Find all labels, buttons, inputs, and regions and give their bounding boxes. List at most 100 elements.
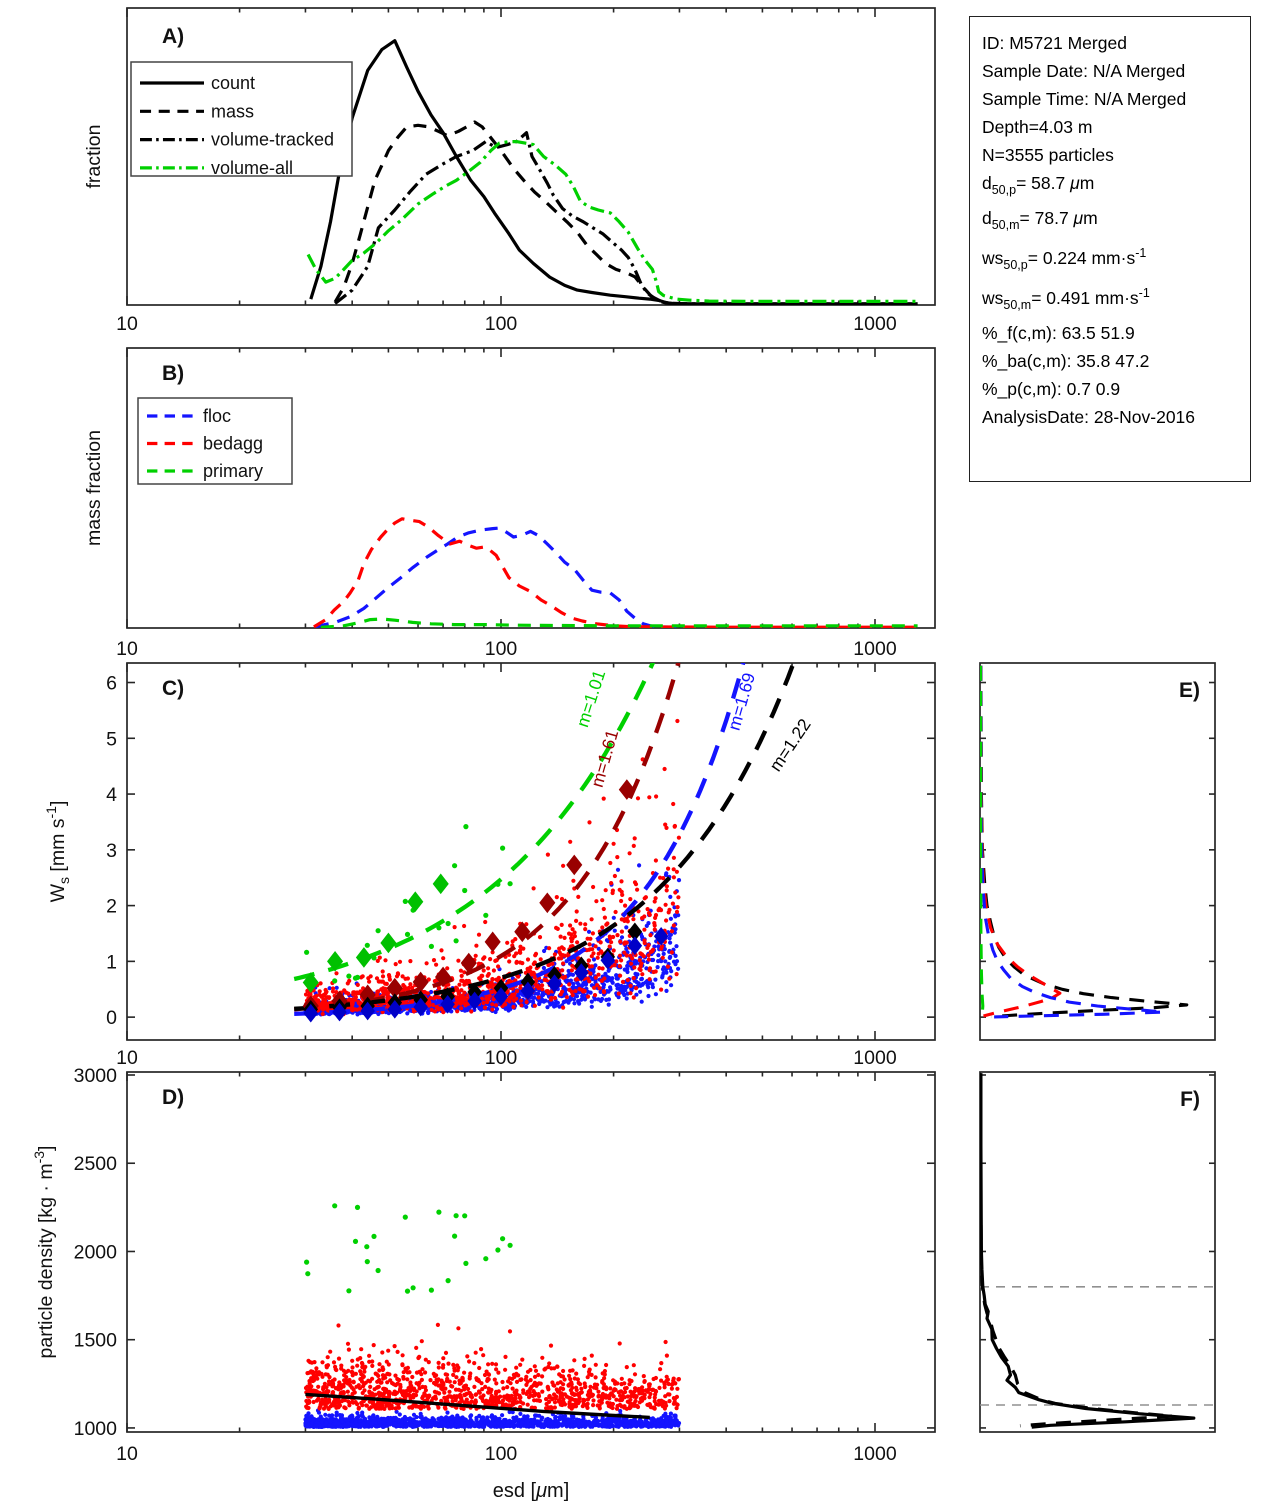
scatter-floc-density-dot bbox=[374, 1424, 380, 1429]
scatter-bedagg-ws-dot bbox=[425, 991, 430, 996]
scatter-bedagg-ws-dot bbox=[635, 887, 640, 892]
scatter-bedagg-ws-dot bbox=[334, 971, 339, 976]
scatter-bedagg-ws-dot bbox=[374, 976, 380, 981]
scatter-bedagg-ws-dot bbox=[587, 942, 592, 947]
x-tick-label: 10 bbox=[116, 313, 138, 335]
scatter-bedagg-density-dot bbox=[443, 1350, 449, 1355]
scatter-bedagg-density-dot bbox=[667, 1399, 672, 1404]
scatter-floc-density-dot bbox=[510, 1422, 516, 1427]
scatter-bedagg-ws-dot bbox=[647, 977, 652, 982]
scatter-floc-ws-dot bbox=[593, 997, 598, 1002]
scatter-bedagg-ws-dot bbox=[569, 989, 574, 995]
scatter-bedagg-ws-dot bbox=[462, 923, 467, 929]
scatter-bedagg-ws-dot bbox=[587, 820, 592, 825]
scatter-bedagg-ws-dot bbox=[675, 905, 680, 910]
scatter-bedagg-ws-dot bbox=[496, 964, 501, 969]
scatter-bedagg-ws-dot bbox=[671, 923, 677, 928]
scatter-floc-density-dot bbox=[571, 1415, 576, 1420]
scatter-floc-density-dot bbox=[327, 1413, 332, 1418]
fit-label-bedagg-fit: m=1.61 bbox=[587, 727, 622, 789]
scatter-floc-density-dot bbox=[454, 1423, 459, 1428]
scatter-floc-ws-dot bbox=[611, 915, 616, 920]
scatter-bedagg-ws-dot bbox=[632, 965, 637, 970]
scatter-floc-density-dot bbox=[323, 1412, 328, 1417]
scatter-bedagg-ws-dot bbox=[380, 969, 385, 974]
scatter-bedagg-ws-dot bbox=[537, 935, 543, 940]
scatter-bedagg-density-dot bbox=[405, 1377, 410, 1382]
scatter-bedagg-ws-dot bbox=[671, 875, 677, 880]
scatter-floc-ws-dot bbox=[623, 985, 629, 990]
scatter-bedagg-ws-dot bbox=[611, 948, 616, 953]
scatter-bedagg-ws-dot bbox=[489, 982, 494, 988]
scatter-bedagg-density-dot bbox=[676, 1377, 681, 1382]
scatter-bedagg-ws-dot bbox=[569, 936, 574, 941]
scatter-floc-density-dot bbox=[499, 1423, 504, 1428]
panel-C-ytick-label: 4 bbox=[106, 784, 117, 806]
scatter-bedagg-ws-dot bbox=[652, 923, 657, 928]
scatter-floc-density-dot bbox=[463, 1423, 468, 1428]
scatter-floc-ws-dot bbox=[612, 928, 617, 933]
scatter-bedagg-ws-dot bbox=[671, 801, 676, 807]
scatter-floc-density-dot bbox=[480, 1424, 485, 1429]
fit-label-floc-fit: m=1.69 bbox=[724, 670, 759, 732]
scatter-floc-ws-dot bbox=[545, 1005, 550, 1010]
scatter-floc-density-dot bbox=[445, 1410, 450, 1415]
scatter-floc-density-dot bbox=[484, 1417, 489, 1422]
scatter-floc-ws-dot bbox=[550, 1001, 556, 1006]
scatter-bedagg-ws-dot bbox=[473, 953, 478, 958]
scatter-bedagg-ws-dot bbox=[629, 961, 634, 966]
scatter-bedagg-ws-dot bbox=[583, 922, 588, 927]
scatter-bedagg-density-dot bbox=[468, 1371, 473, 1376]
scatter-bedagg-density-dot bbox=[604, 1362, 609, 1368]
scatter-bedagg-ws-dot bbox=[317, 992, 322, 997]
scatter-bedagg-ws-dot bbox=[486, 966, 491, 971]
scatter-bedagg-ws-dot bbox=[482, 1005, 488, 1010]
scatter-bedagg-ws-dot bbox=[395, 971, 400, 976]
scatter-bedagg-density-dot bbox=[591, 1398, 596, 1403]
scatter-floc-density-dot bbox=[396, 1423, 401, 1428]
panel-D-ytick-label: 1000 bbox=[74, 1418, 118, 1440]
scatter-bedagg-ws-dot bbox=[600, 925, 605, 930]
scatter-bedagg-ws-dot bbox=[597, 966, 602, 971]
scatter-bedagg-density-dot bbox=[467, 1359, 472, 1364]
scatter-floc-density-dot bbox=[558, 1417, 563, 1422]
scatter-floc-ws-dot bbox=[524, 1004, 529, 1010]
scatter-bedagg-ws-dot bbox=[663, 902, 668, 907]
series-volume-tracked-line bbox=[334, 131, 918, 305]
scatter-bedagg-ws-dot bbox=[474, 943, 479, 948]
scatter-floc-ws-dot bbox=[668, 916, 674, 921]
scatter-bedagg-ws-dot bbox=[642, 927, 647, 932]
scatter-bedagg-ws-dot bbox=[351, 997, 356, 1002]
scatter-bedagg-density-dot bbox=[664, 1353, 670, 1358]
scatter-bedagg-ws-dot bbox=[637, 966, 642, 972]
scatter-bedagg-density-dot bbox=[314, 1366, 319, 1371]
scatter-bedagg-ws-dot bbox=[610, 888, 616, 893]
legend-label-mass: mass bbox=[211, 101, 254, 121]
scatter-bedagg-ws-dot bbox=[640, 972, 645, 977]
scatter-floc-ws-dot bbox=[615, 867, 621, 872]
scatter-bedagg-ws-dot bbox=[331, 986, 336, 991]
legend-label-count: count bbox=[211, 73, 255, 93]
scatter-floc-density-dot bbox=[661, 1424, 666, 1429]
scatter-bedagg-ws-dot bbox=[436, 995, 441, 1000]
scatter-floc-density-dot bbox=[468, 1423, 473, 1428]
scatter-primary-ws-dot bbox=[452, 863, 458, 869]
scatter-bedagg-ws-dot bbox=[459, 973, 464, 979]
scatter-bedagg-ws-dot bbox=[542, 977, 547, 982]
scatter-floc-density-dot bbox=[363, 1417, 368, 1422]
scatter-bedagg-ws-dot bbox=[393, 962, 398, 967]
scatter-floc-ws-dot bbox=[653, 977, 658, 982]
scatter-bedagg-ws-dot bbox=[589, 964, 595, 969]
scatter-bedagg-ws-dot bbox=[601, 796, 606, 801]
scatter-floc-density-dot bbox=[324, 1420, 329, 1425]
scatter-bedagg-ws-dot bbox=[403, 976, 408, 981]
scatter-floc-density-dot bbox=[440, 1420, 445, 1425]
scatter-floc-ws-dot bbox=[646, 985, 651, 990]
scatter-floc-ws-dot bbox=[606, 997, 612, 1002]
scatter-bedagg-ws-dot bbox=[675, 718, 680, 724]
panel-B-legend-box bbox=[137, 397, 293, 485]
scatter-floc-density-dot bbox=[673, 1420, 678, 1425]
scatter-bedagg-ws-dot bbox=[457, 982, 462, 987]
legend-label-bedagg: bedagg bbox=[203, 434, 263, 454]
scatter-bedagg-ws-dot bbox=[549, 995, 554, 1001]
